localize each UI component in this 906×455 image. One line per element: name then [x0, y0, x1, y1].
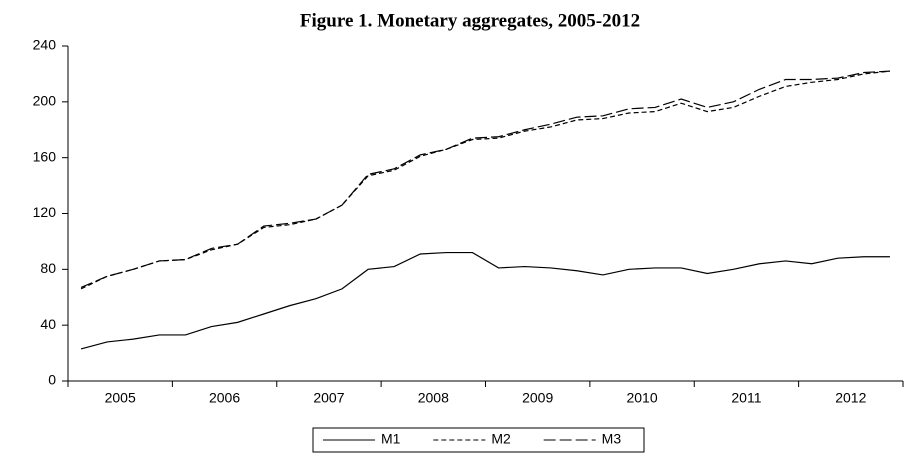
x-tick-label: 2007 — [313, 390, 344, 406]
x-tick-label: 2006 — [209, 390, 240, 406]
y-tick-label: 120 — [33, 204, 57, 220]
x-tick-label: 2012 — [835, 390, 866, 406]
y-tick-label: 160 — [33, 148, 57, 164]
x-tick-label: 2009 — [522, 390, 553, 406]
line-series — [80, 70, 890, 289]
y-tick-label: 0 — [48, 372, 56, 388]
legend-label: M2 — [491, 431, 511, 447]
legend-label: M1 — [381, 431, 401, 447]
x-tick-label: 2008 — [418, 390, 449, 406]
legend-label: M3 — [602, 431, 622, 447]
y-tick-label: 40 — [40, 316, 56, 332]
line-series — [80, 70, 891, 290]
x-tick-label: 2011 — [731, 390, 761, 406]
chart-title: Figure 1. Monetary aggregates, 2005-2012 — [300, 10, 640, 31]
y-tick-label: 200 — [33, 93, 57, 109]
x-tick-label: 2005 — [105, 390, 136, 406]
legend-box — [312, 427, 645, 453]
x-tick-label: 2010 — [626, 390, 657, 406]
y-tick-label: 80 — [40, 260, 56, 276]
line-series — [80, 251, 890, 350]
y-tick-label: 240 — [33, 37, 57, 53]
